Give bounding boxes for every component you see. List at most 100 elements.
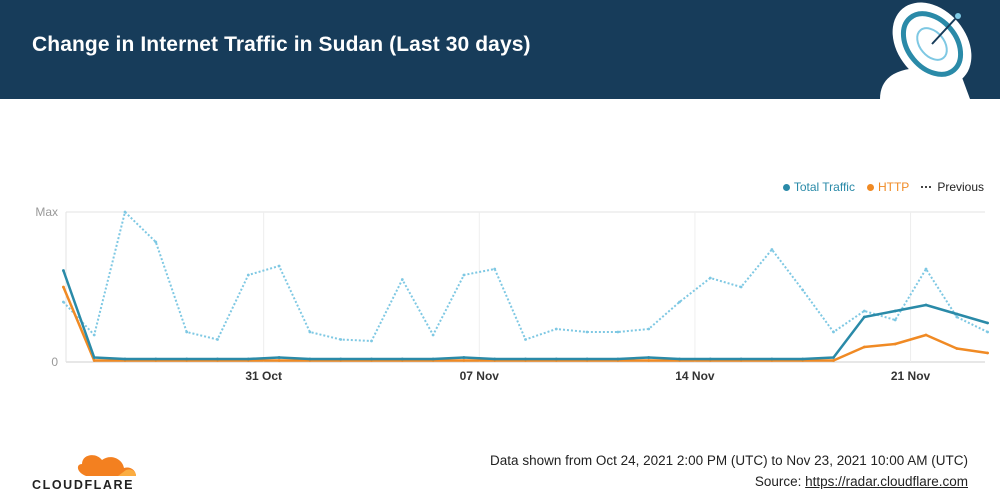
y-tick-label-max: Max: [35, 205, 58, 219]
cloudflare-logo: CLOUDFLARE: [32, 448, 142, 492]
data-point-total-traffic: [493, 357, 497, 361]
traffic-line-chart: 31 Oct 07 Nov 14 Nov 21 Nov Max 0: [35, 205, 989, 383]
legend-dot-http: [866, 183, 874, 191]
data-point-previous: [739, 285, 743, 289]
data-point-previous: [123, 210, 127, 214]
data-point-http: [862, 345, 866, 349]
data-point-previous: [678, 300, 681, 304]
data-point-http: [924, 333, 928, 337]
data-point-total-traffic: [554, 357, 558, 361]
series-line-total-traffic: [62, 270, 988, 361]
data-point-previous: [370, 339, 373, 343]
satellite-dish-icon: [880, 2, 972, 99]
legend-item-previous[interactable]: Previous: [921, 180, 984, 194]
data-point-previous: [462, 273, 466, 277]
data-point-total-traffic: [370, 357, 373, 361]
data-point-total-traffic: [585, 357, 589, 361]
data-point-previous: [832, 330, 835, 334]
data-point-total-traffic: [647, 356, 651, 359]
legend-label-http: HTTP: [877, 180, 910, 194]
data-point-total-traffic: [154, 357, 158, 361]
data-point-http: [832, 359, 835, 362]
x-tick-label: 21 Nov: [891, 369, 931, 383]
legend-item-total-traffic[interactable]: Total Traffic: [782, 180, 855, 194]
data-point-total-traffic: [678, 357, 681, 361]
x-tick-label: 14 Nov: [675, 369, 715, 383]
data-point-total-traffic: [462, 356, 466, 359]
data-point-total-traffic: [924, 303, 928, 307]
data-point-http: [92, 359, 96, 362]
data-point-total-traffic: [62, 269, 65, 272]
data-point-total-traffic: [524, 357, 527, 361]
data-point-total-traffic: [246, 357, 250, 361]
data-point-previous: [554, 327, 558, 331]
legend-item-http[interactable]: HTTP: [866, 180, 910, 194]
data-point-previous: [955, 315, 959, 319]
data-point-http: [986, 351, 989, 355]
data-point-previous: [185, 330, 189, 334]
cloud-logo-icon: [77, 455, 136, 476]
data-point-previous: [801, 288, 805, 292]
data-point-previous: [308, 330, 312, 334]
source-label: Source:: [754, 474, 806, 489]
header-banner: Change in Internet Traffic in Sudan (Las…: [0, 0, 1000, 99]
data-point-previous: [708, 276, 712, 280]
data-point-total-traffic: [708, 357, 712, 361]
data-point-previous: [647, 327, 651, 331]
x-tick-label: 31 Oct: [245, 369, 282, 383]
data-point-previous: [524, 338, 527, 341]
chart-legend: Total Traffic HTTP Previous: [782, 180, 984, 194]
data-point-total-traffic: [801, 357, 805, 361]
x-tick-label: 07 Nov: [460, 369, 500, 383]
data-point-previous: [431, 333, 435, 337]
data-point-previous: [246, 273, 250, 277]
data-point-total-traffic: [277, 356, 281, 359]
data-point-previous: [216, 338, 219, 341]
data-point-total-traffic: [986, 321, 989, 325]
data-point-http: [893, 342, 897, 346]
data-point-previous: [770, 248, 774, 251]
logo-wordmark: CLOUDFLARE: [32, 478, 135, 492]
legend-dot-total-traffic: [782, 183, 790, 191]
data-point-total-traffic: [955, 312, 959, 316]
y-tick-label-zero: 0: [51, 355, 58, 369]
source-line: Source: https://radar.cloudflare.com: [755, 474, 968, 489]
data-point-http: [462, 359, 466, 362]
data-point-previous: [400, 278, 404, 281]
data-point-total-traffic: [185, 357, 189, 361]
data-point-total-traffic: [308, 357, 312, 361]
legend-dash-previous: [921, 186, 932, 188]
date-range-note: Data shown from Oct 24, 2021 2:00 PM (UT…: [490, 453, 968, 468]
data-point-http: [62, 285, 65, 289]
data-point-http: [955, 347, 959, 350]
data-point-total-traffic: [92, 356, 96, 359]
legend-label-total-traffic: Total Traffic: [793, 180, 855, 194]
data-point-total-traffic: [862, 315, 866, 319]
data-point-previous: [893, 318, 897, 322]
data-point-previous: [986, 330, 989, 334]
data-point-total-traffic: [616, 357, 620, 361]
data-point-http: [277, 359, 281, 362]
data-point-previous: [585, 330, 589, 334]
data-point-previous: [62, 300, 65, 304]
data-point-previous: [154, 240, 158, 244]
data-point-total-traffic: [431, 357, 435, 361]
data-point-total-traffic: [123, 357, 127, 361]
data-point-total-traffic: [339, 357, 343, 361]
page-title: Change in Internet Traffic in Sudan (Las…: [32, 33, 531, 56]
data-point-total-traffic: [770, 357, 774, 361]
data-point-previous: [92, 333, 96, 337]
series-line-http: [62, 286, 988, 362]
data-point-total-traffic: [739, 357, 743, 361]
data-point-total-traffic: [216, 357, 219, 361]
data-point-previous: [493, 267, 497, 271]
source-link[interactable]: https://radar.cloudflare.com: [805, 474, 968, 489]
legend-label-previous: Previous: [937, 180, 984, 194]
series-line-previous: [62, 211, 989, 342]
data-point-previous: [277, 264, 281, 268]
data-point-http: [647, 359, 651, 362]
data-point-previous: [924, 267, 928, 271]
data-point-total-traffic: [832, 356, 835, 359]
data-point-total-traffic: [400, 357, 404, 361]
data-point-total-traffic: [893, 309, 897, 313]
